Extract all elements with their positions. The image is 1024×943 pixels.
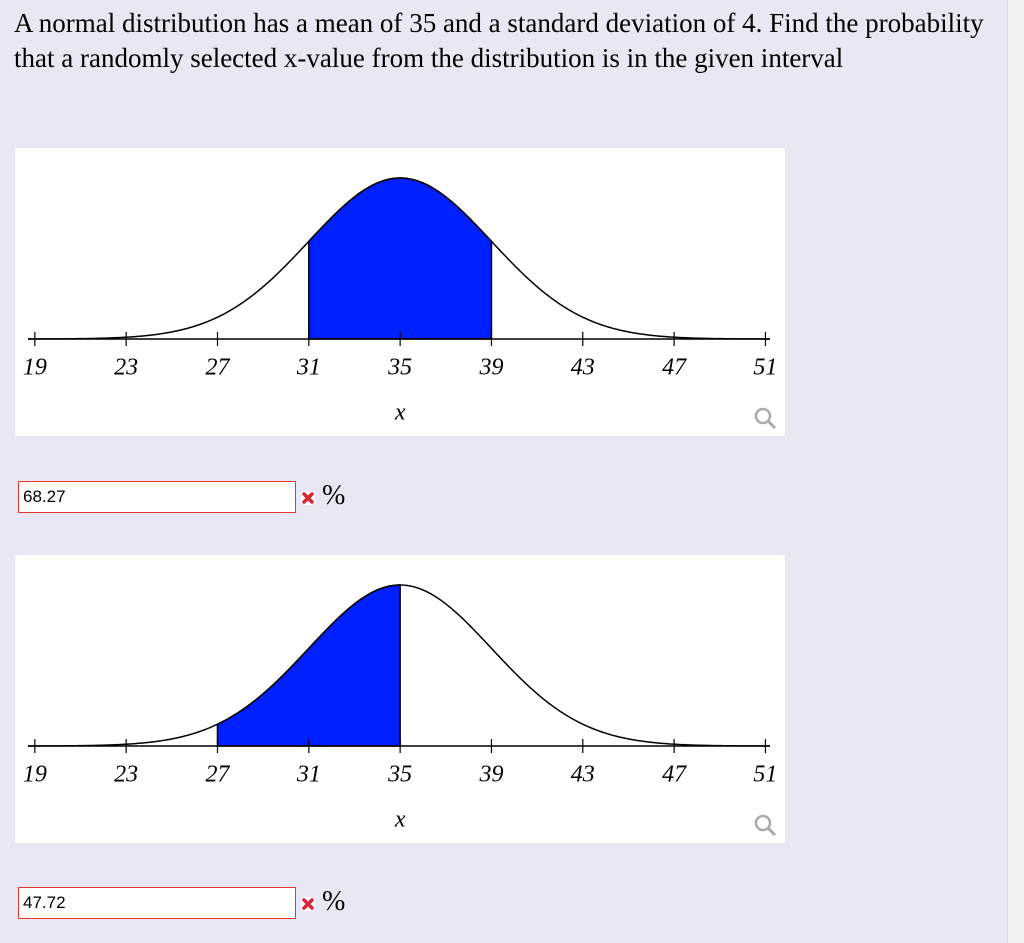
question-text: . Find the probability that a randomly s… bbox=[14, 8, 984, 73]
normal-curve bbox=[27, 177, 771, 340]
wrong-icon bbox=[301, 491, 315, 505]
mean: 35 bbox=[409, 8, 437, 38]
unit: % bbox=[322, 886, 346, 917]
question-text: A normal distribution has a mean of bbox=[14, 8, 410, 38]
x-tick-label: 51 bbox=[753, 762, 777, 788]
x-tick-label: 47 bbox=[662, 762, 687, 788]
wrong-icon bbox=[301, 897, 315, 911]
x-tick-label: 27 bbox=[205, 355, 230, 381]
x-tick-label: 39 bbox=[478, 762, 503, 788]
x-tick-label: 47 bbox=[662, 355, 687, 381]
x-tick-label: 23 bbox=[114, 762, 138, 788]
question: A normal distribution has a mean of 35 a… bbox=[14, 6, 989, 76]
x-tick-label: 19 bbox=[23, 355, 47, 381]
x-tick-label: 31 bbox=[296, 762, 321, 788]
shaded-area bbox=[216, 584, 401, 747]
answer-input[interactable]: 47.72 bbox=[18, 887, 296, 919]
x-tick-label: 23 bbox=[114, 355, 138, 381]
x-axis-label: x bbox=[394, 400, 406, 426]
x-tick-label: 31 bbox=[296, 355, 321, 381]
x-tick-label: 39 bbox=[478, 355, 503, 381]
x-tick-label: 19 bbox=[23, 762, 47, 788]
question-text: and a standard deviation of bbox=[436, 8, 743, 38]
sd: 4 bbox=[742, 8, 756, 38]
chart: 19 23 27 31 35 39 43 47 51 x bbox=[15, 148, 785, 436]
zoom-icon bbox=[766, 826, 777, 837]
shaded-area bbox=[308, 177, 493, 340]
x-tick-label: 27 bbox=[205, 762, 230, 788]
x-tick-label: 43 bbox=[571, 355, 595, 381]
answer-input[interactable]: 68.27 bbox=[18, 481, 296, 513]
unit: % bbox=[322, 480, 346, 511]
zoom-icon bbox=[766, 419, 777, 430]
zoom-icon bbox=[754, 814, 772, 832]
x-tick-label: 43 bbox=[571, 762, 595, 788]
x-tick-label: 35 bbox=[387, 355, 412, 381]
scrollbar[interactable] bbox=[1007, 0, 1024, 943]
x-tick-label: 35 bbox=[387, 762, 412, 788]
x-tick-label: 51 bbox=[753, 355, 777, 381]
chart: 19 23 27 31 35 39 43 47 51 x bbox=[15, 555, 785, 843]
zoom-icon bbox=[754, 407, 772, 425]
normal-curve bbox=[27, 584, 771, 747]
x-axis-label: x bbox=[394, 807, 406, 833]
